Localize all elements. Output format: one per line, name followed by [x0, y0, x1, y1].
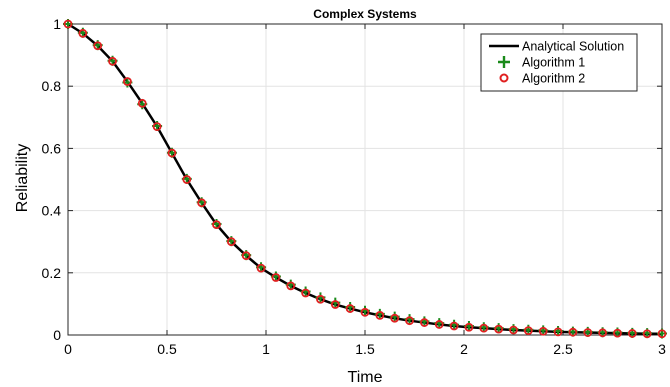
algorithm-2-point — [627, 329, 637, 338]
y-tick-label: 0 — [53, 327, 61, 343]
algorithm-2-point — [256, 263, 266, 273]
y-tick-label: 0.4 — [42, 203, 62, 219]
algorithm-2-point — [375, 311, 385, 320]
data-series — [63, 19, 667, 339]
algorithm-2-point — [509, 325, 518, 335]
algorithm-2-point — [434, 320, 444, 329]
algorithm-2-point — [78, 28, 88, 38]
legend-plus-marker — [498, 56, 510, 68]
y-axis-label: Reliability — [14, 144, 31, 212]
algorithm-2-point — [568, 327, 578, 337]
algorithm-2-point — [123, 77, 132, 86]
algorithm-2-point — [360, 307, 370, 317]
algorithm-2-point — [271, 273, 281, 282]
algorithm-2-point — [286, 281, 296, 291]
algorithm-2-point — [108, 56, 117, 66]
algorithm-2-point — [553, 327, 563, 337]
algorithm-2-point — [63, 19, 73, 29]
x-tick-label: 0.5 — [157, 341, 177, 357]
legend-entry-label: Algorithm 1 — [522, 56, 585, 70]
x-tick-label: 3 — [658, 341, 666, 357]
algorithm-2-point — [152, 122, 162, 132]
algorithm-2-point — [390, 313, 400, 323]
algorithm-2-point — [167, 148, 177, 158]
algorithm-2-point — [583, 328, 593, 337]
algorithm-2-point — [93, 41, 103, 51]
x-tick-label: 2 — [460, 341, 468, 357]
algorithm-2-point — [479, 323, 489, 333]
algorithm-2-point — [642, 329, 652, 339]
chart-title: Complex Systems — [313, 7, 417, 21]
algorithm-2-point — [226, 237, 236, 247]
y-tick-label: 0.8 — [42, 78, 62, 94]
x-tick-label: 1.5 — [355, 341, 375, 357]
legend-entry-label: Analytical Solution — [522, 40, 624, 54]
algorithm-2-point — [241, 251, 251, 261]
algorithm-2-point — [494, 324, 504, 334]
algorithm-2-point — [538, 326, 548, 336]
algorithm-2-point — [212, 220, 221, 229]
algorithm-2-point — [316, 294, 325, 304]
algorithm-2-point — [449, 321, 459, 331]
algorithm-2-point — [345, 304, 355, 313]
algorithm-2-point — [330, 300, 340, 309]
legend-circle-marker — [499, 73, 509, 83]
algorithm-2-point — [598, 328, 607, 338]
x-axis-label: Time — [348, 369, 383, 386]
axes: 0 0.5 1 1.5 2 2.5 3 0 0.2 0.4 0.6 0.8 1 — [42, 16, 667, 357]
algorithm-2-point — [523, 326, 533, 336]
legend-entry-label: Algorithm 2 — [522, 72, 585, 86]
x-tick-label: 1 — [262, 341, 270, 357]
algorithm-2-point — [613, 328, 622, 338]
y-tick-label: 1 — [53, 16, 61, 32]
x-tick-label: 0 — [64, 341, 72, 357]
algorithm-2-point — [182, 175, 192, 184]
y-tick-label: 0.2 — [42, 265, 62, 281]
y-tick-label: 0.6 — [42, 140, 62, 156]
algorithm-2-point — [137, 98, 147, 108]
algorithm-2-point — [301, 288, 311, 298]
algorithm-2-point — [419, 318, 429, 327]
algorithm-2-point — [657, 329, 667, 339]
x-tick-label: 2.5 — [553, 341, 573, 357]
algorithm-2-point — [464, 322, 474, 332]
algorithm-2-point — [405, 316, 414, 326]
legend: Analytical Solution Algorithm 1 Algorithm … — [480, 33, 638, 92]
algorithm-2-point — [197, 198, 207, 208]
